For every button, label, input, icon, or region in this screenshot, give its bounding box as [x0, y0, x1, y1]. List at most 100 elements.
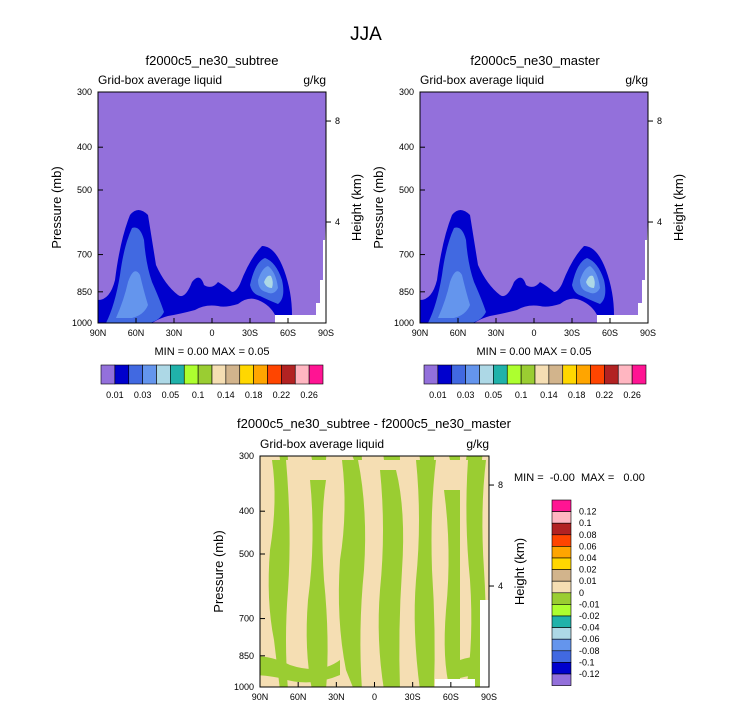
y-tick-label: 1000	[394, 318, 414, 328]
colorbar-label: 0.05	[162, 390, 180, 400]
stats-label: MIN = 0.00 MAX = 0.05	[477, 346, 592, 358]
panel-title: f2000c5_ne30_subtree	[145, 53, 278, 68]
colorbar-swatch	[551, 604, 572, 617]
colorbar-swatch	[423, 364, 439, 385]
contour-0.05	[438, 266, 600, 318]
x-tick-label: 60N	[128, 328, 145, 338]
y-tick-label: 300	[77, 87, 92, 97]
colorbar-swatch	[239, 364, 254, 385]
colorbar-swatch	[551, 499, 572, 512]
colorbar-swatch	[590, 364, 605, 385]
x-tick-label: 0	[372, 692, 377, 702]
y-tick-label: 300	[399, 87, 414, 97]
right-axis-title: Height (km)	[671, 174, 686, 241]
missing-region	[275, 210, 326, 323]
height-tick-label: 8	[498, 480, 503, 490]
height-tick-label: 8	[657, 116, 662, 126]
figure-title: JJA	[350, 24, 382, 45]
units-label: g/kg	[466, 437, 489, 451]
y-tick-label: 500	[77, 185, 92, 195]
panel-subtree: f2000c5_ne30_subtree Grid-box average li…	[97, 53, 327, 324]
y-tick-label: 700	[77, 250, 92, 260]
y-tick-label: 850	[239, 651, 254, 661]
colorbar-swatch	[114, 364, 130, 385]
colorbar-swatch	[211, 364, 227, 385]
y-tick-label: 500	[239, 549, 254, 559]
colorbar-swatch	[506, 364, 522, 385]
colorbar-swatch	[551, 615, 572, 628]
contour-0.1	[586, 275, 595, 288]
colorbar-label: 0.03	[457, 390, 475, 400]
right-axis-title: Height (km)	[349, 174, 364, 241]
colorbar-swatch	[225, 364, 241, 385]
colorbar-swatch	[534, 364, 550, 385]
contour-0.05	[116, 266, 278, 318]
y-tick-label: 300	[239, 451, 254, 461]
colorbar-swatch	[617, 364, 633, 385]
panel-title: f2000c5_ne30_master	[470, 53, 600, 68]
x-tick-label: 90S	[640, 328, 656, 338]
y-axis-title: Pressure (mb)	[211, 530, 226, 612]
x-tick-label: 30N	[488, 328, 505, 338]
stats-label: MIN = 0.00 MAX = 0.05	[155, 346, 270, 358]
colorbar-swatch	[562, 364, 577, 385]
colorbar-label: 0.14	[217, 390, 235, 400]
colorbar-label: 0.18	[568, 390, 586, 400]
colorbar-swatch	[551, 580, 572, 594]
left-label: Grid-box average liquid	[420, 73, 544, 87]
x-tick-label: 60N	[290, 692, 307, 702]
x-tick-label: 60S	[602, 328, 618, 338]
x-tick-label: 90N	[412, 328, 429, 338]
colorbar-swatch	[170, 364, 185, 385]
colorbar-swatch	[308, 364, 324, 385]
colorbar-swatch	[281, 364, 296, 385]
x-tick-label: 90N	[90, 328, 107, 338]
y-tick-label: 850	[399, 287, 414, 297]
colorbar-label: 0.05	[485, 390, 503, 400]
panel-title: f2000c5_ne30_subtree - f2000c5_ne30_mast…	[237, 416, 512, 431]
colorbar-label: 0.18	[245, 390, 263, 400]
y-tick-label: 1000	[72, 318, 92, 328]
colorbar-swatch	[551, 569, 572, 582]
colorbar-label: 0.1	[579, 518, 592, 528]
y-tick-label: 400	[239, 506, 254, 516]
height-tick-label: 4	[657, 217, 662, 227]
missing-region	[480, 600, 489, 687]
colorbar-label: 0.04	[579, 553, 597, 563]
units-label: g/kg	[303, 73, 326, 87]
x-tick-label: 60S	[443, 692, 459, 702]
colorbar-label: 0.01	[579, 576, 597, 586]
colorbar-swatch	[100, 364, 116, 385]
colorbar-label: 0.01	[106, 390, 124, 400]
colorbar-swatch	[465, 364, 480, 385]
colorbar-swatch	[253, 364, 268, 385]
colorbar-label: -0.08	[579, 646, 600, 656]
colorbar-swatch	[551, 638, 572, 652]
y-tick-label: 1000	[234, 682, 254, 692]
colorbar-label: 0.1	[515, 390, 528, 400]
y-axis-title: Pressure (mb)	[371, 166, 386, 248]
x-tick-label: 30N	[328, 692, 345, 702]
x-tick-label: 90S	[318, 328, 334, 338]
x-tick-label: 90S	[481, 692, 497, 702]
colorbar-swatch	[294, 364, 310, 385]
colorbar-label: 0.02	[579, 565, 597, 575]
panel-master: f2000c5_ne30_master Grid-box average liq…	[419, 53, 649, 324]
x-tick-label: 30N	[166, 328, 183, 338]
colorbar-swatch	[551, 557, 572, 570]
colorbar-label: 0	[579, 588, 584, 598]
left-label: Grid-box average liquid	[98, 73, 222, 87]
colorbar-swatch	[551, 546, 572, 559]
colorbar-swatch	[551, 673, 572, 686]
colorbar-swatch	[493, 364, 508, 385]
y-tick-label: 850	[77, 287, 92, 297]
colorbar-label: -0.12	[579, 669, 600, 679]
colorbar-swatch	[551, 592, 572, 605]
x-tick-label: 30S	[564, 328, 580, 338]
right-axis-title: Height (km)	[512, 538, 527, 605]
x-tick-label: 0	[209, 328, 214, 338]
y-tick-label: 700	[239, 614, 254, 624]
contour-0.03	[428, 227, 606, 323]
colorbar-label: 0.26	[623, 390, 641, 400]
height-tick-label: 8	[335, 116, 340, 126]
